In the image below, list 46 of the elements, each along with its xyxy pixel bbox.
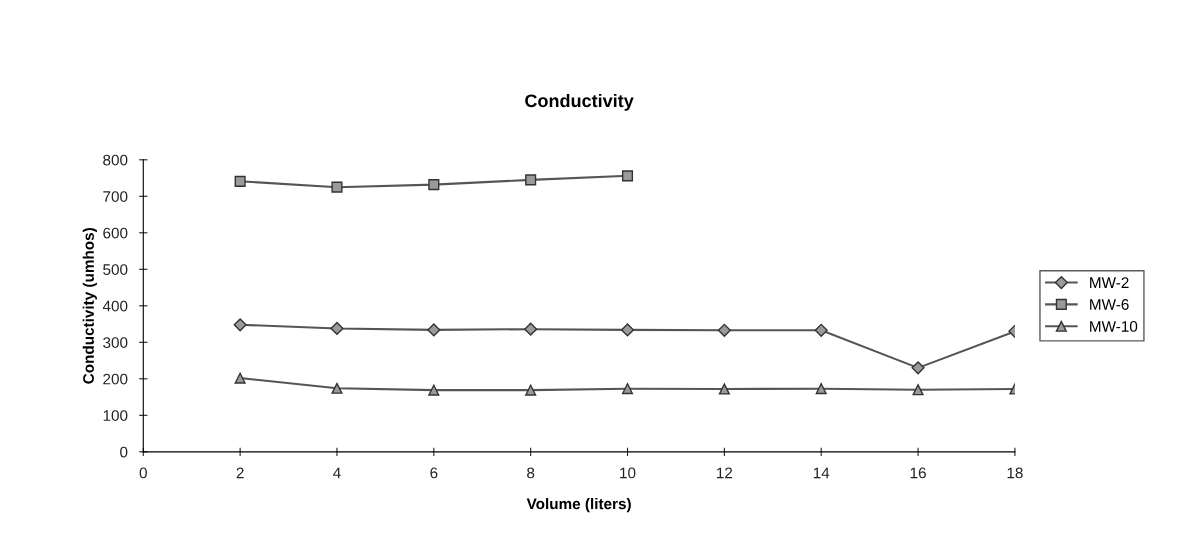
x-tick-label: 14 — [813, 467, 830, 479]
y-tick-label: 800 — [103, 154, 128, 166]
y-tick-label: 600 — [103, 227, 128, 239]
point — [331, 181, 343, 193]
point — [428, 384, 440, 396]
point — [331, 382, 343, 394]
point — [911, 361, 925, 375]
y-tick-label: 0 — [120, 446, 128, 458]
x-tick-label: 12 — [717, 467, 733, 479]
point — [815, 383, 827, 395]
x-tick-label: 6 — [430, 467, 438, 479]
chart-title: Conductivity — [525, 93, 634, 111]
point — [912, 384, 924, 396]
x-tick-label: 0 — [139, 467, 147, 479]
point — [234, 175, 246, 187]
y-tick-label: 400 — [102, 300, 128, 312]
point — [620, 323, 635, 337]
point — [525, 174, 537, 186]
y-axis-title: Conductivity (umhos) — [82, 228, 97, 384]
x-tick-label: 16 — [910, 467, 926, 479]
point — [524, 322, 538, 336]
x-tick-label: 4 — [333, 467, 341, 479]
point — [718, 383, 730, 395]
legend-label: MW-2 — [1090, 277, 1129, 288]
point — [233, 318, 247, 332]
x-tick-label: 8 — [527, 467, 535, 479]
point — [427, 323, 441, 337]
point — [525, 384, 537, 396]
point — [621, 383, 634, 395]
point — [330, 321, 344, 336]
point — [234, 372, 246, 384]
point — [621, 170, 634, 182]
y-tick-label: 200 — [103, 373, 128, 385]
point — [717, 323, 731, 337]
x-axis-title: Volume (liters) — [526, 498, 631, 513]
x-tick-label: 18 — [1007, 467, 1023, 479]
legend-label: MW-6 — [1090, 299, 1129, 310]
y-tick-label: 500 — [103, 264, 128, 275]
y-tick-label: 700 — [103, 191, 128, 202]
legend-label: MW-10 — [1090, 320, 1138, 332]
x-tick-label: 10 — [620, 467, 636, 479]
point — [814, 323, 828, 337]
x-tick-label: 2 — [236, 467, 244, 479]
point — [428, 179, 440, 191]
y-tick-label: 100 — [103, 410, 128, 421]
y-tick-label: 300 — [103, 337, 128, 348]
